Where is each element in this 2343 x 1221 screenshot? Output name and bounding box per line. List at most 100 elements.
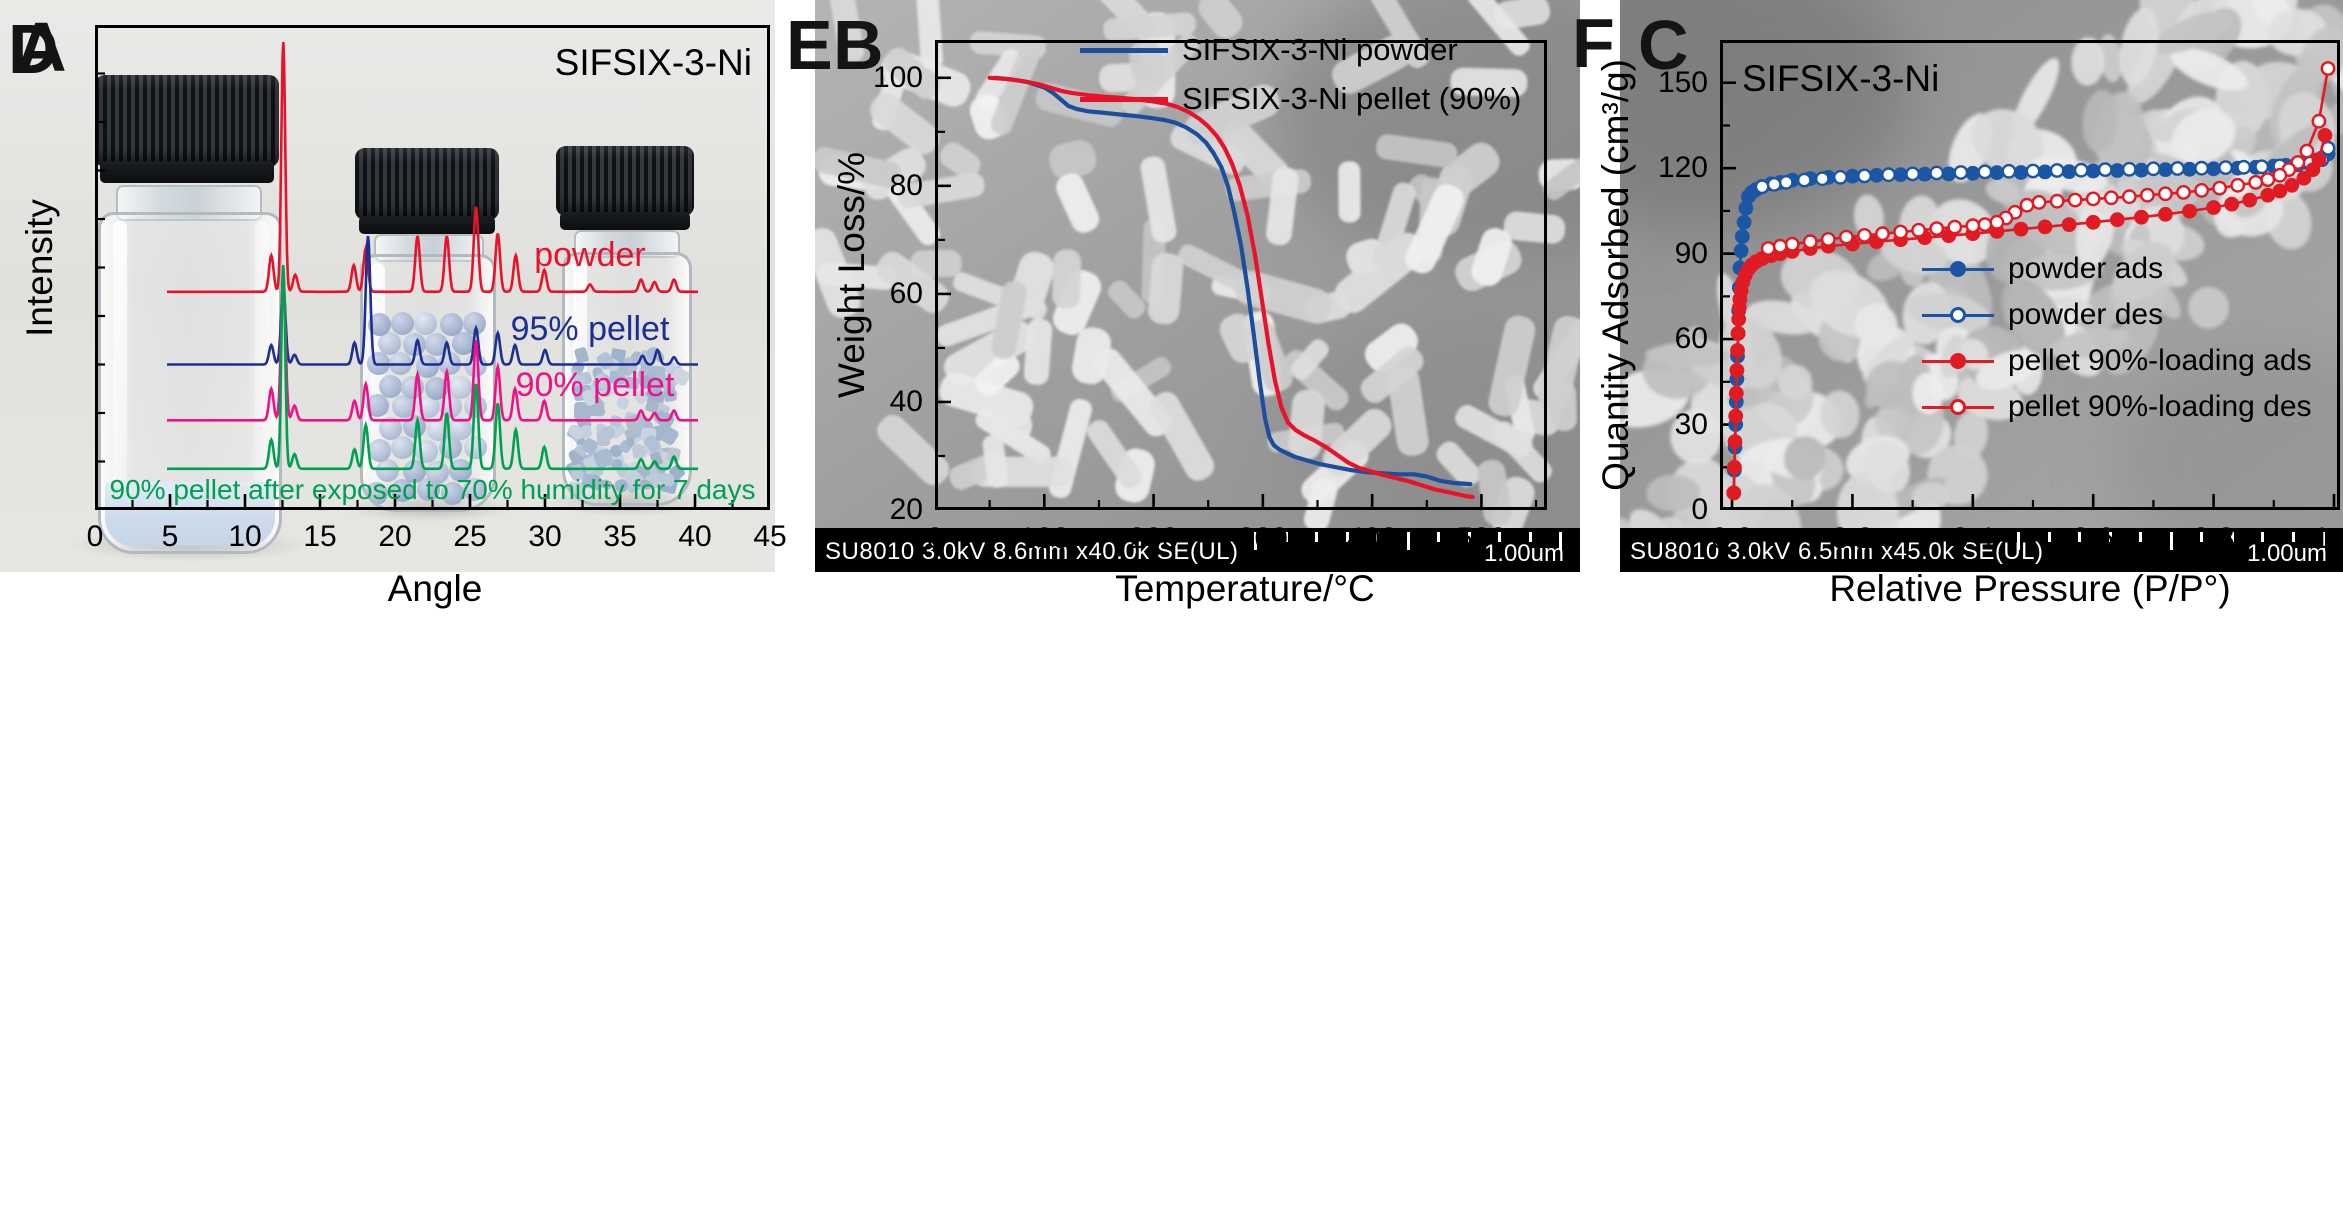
pellet-sphere [366,394,390,418]
x-tick-label: 20 [378,520,412,553]
pellet-sphere [402,459,426,483]
vial-cap-lip [560,212,690,230]
x-tick-label: 0 [926,522,944,555]
legend-row: pellet 90%-loading ads [1922,344,2312,378]
x-tick-label: 500 [1456,522,1507,555]
isotherm-x-axis-title: Relative Pressure (P/P°) [1829,568,2231,609]
x-tick-label: 5 [161,520,179,553]
vial-cap-lip [100,161,274,183]
isotherm-legend: powder ads powder des pellet 90%-loading… [1922,252,2312,437]
data-point-filled [2085,214,2101,230]
y-tick-label: 80 [889,168,923,202]
ruler-tick [2261,532,2264,542]
ruler-tick [1315,532,1318,542]
x-tick-label: 400 [1347,522,1398,555]
ruler-tick [2169,532,2173,550]
data-point-open [1929,165,1945,181]
y-tick-label: 100 [872,60,923,94]
data-point-open [2230,177,2246,193]
pellet-sphere [376,458,400,482]
ruler-tick [2322,532,2325,550]
data-point-open [1778,174,1794,190]
data-point-open [2145,161,2161,177]
x-tick-label: 15 [303,520,337,553]
data-point-filled [2284,177,2300,193]
data-point-open [1929,221,1945,237]
data-point-filled [1736,214,1752,230]
data-point-filled [1726,459,1742,475]
data-point-filled [1728,408,1744,424]
pellet-sphere [462,478,486,502]
data-point-open [1953,165,1969,180]
y-tick-label: 40 [889,384,923,418]
pxrd-trace [167,265,698,471]
data-point-open [2049,163,2065,178]
data-point-open [1796,172,1812,188]
ruler-tick [1559,532,1562,550]
legend-label: pellet 90%-loading ads [2008,344,2312,377]
x-tick-label: 0 [86,520,104,553]
pellet-sphere [413,312,437,336]
data-point-open [1766,176,1782,192]
ruler-tick [2291,532,2295,542]
data-point-open [2260,172,2276,188]
data-point-filled [2037,219,2053,235]
pellet-sphere [416,478,440,502]
data-point-filled [1734,229,1750,244]
scale-bar-label: 1.00um [1483,540,1564,567]
pellet-sphere [462,311,486,335]
data-point-open [1911,222,1927,238]
data-point-open [2073,162,2089,178]
data-point-open [2320,61,2336,76]
y-tick-label: 0 [1691,493,1708,526]
panel-label-a: A [16,8,67,86]
data-point-open [1802,234,1818,250]
data-point-filled [2260,187,2276,203]
data-point-open [1989,214,2005,230]
data-point-filled [1733,243,1749,259]
ruler-tick [2200,532,2203,542]
scale-bar-label: 1.00um [2246,540,2327,567]
powder-sample [105,482,275,546]
legend-label: SIFSIX-3-Ni powder [1182,32,1458,67]
data-point-open [1839,229,1854,245]
pellet-sphere [451,331,475,355]
ruler-tick [1528,532,1532,542]
data-point-open [2272,167,2288,183]
trace-label-90-pellet: 90% pellet [515,366,675,404]
data-point-filled [2311,152,2327,168]
data-point-open [2248,174,2264,190]
data-point-filled [1729,362,1745,378]
data-point-open [1833,169,1848,185]
legend-row: pellet 90%-loading des [1922,390,2312,424]
legend-label: pellet 90%-loading des [2008,390,2312,423]
data-point-open [2194,182,2209,198]
data-point-open [2067,192,2083,208]
vial-glass [98,212,282,554]
data-point-filled [2182,203,2197,219]
panel-label-b: B [833,6,884,84]
y-tick-label: 30 [1674,407,1708,441]
sem-rod-particles [803,0,1611,536]
data-point-filled [2296,170,2312,186]
pellet-sphere [425,460,449,484]
data-point-filled [2109,212,2125,228]
pxrd-plot-area [95,25,770,510]
data-point-open [1905,166,1921,182]
sem-info-bar: SU8010 3.0kV 6.5mm x45.0k SE(UL) 1.00um [1620,528,2343,572]
pellet-sphere [390,436,414,460]
data-point-open [2019,197,2035,213]
x-tick-label: 100 [1019,522,1070,555]
data-point-open [1875,226,1890,242]
glass-highlight [255,221,269,541]
legend-label: powder des [2008,298,2164,331]
ruler-tick [2108,532,2112,542]
panel-d-pxrd-chart: D Intensity SIFSIX-3-Ni powder 95% pelle… [0,0,787,621]
x-tick-label: 300 [1237,522,1288,555]
data-point-filled [2242,192,2258,208]
pxrd-x-axis-title: Angle [387,568,483,609]
glass-highlight [113,221,127,541]
x-tick-label: 0.2 [1831,522,1874,555]
pellet-sphere [449,416,473,440]
ruler-tick [2230,532,2234,542]
